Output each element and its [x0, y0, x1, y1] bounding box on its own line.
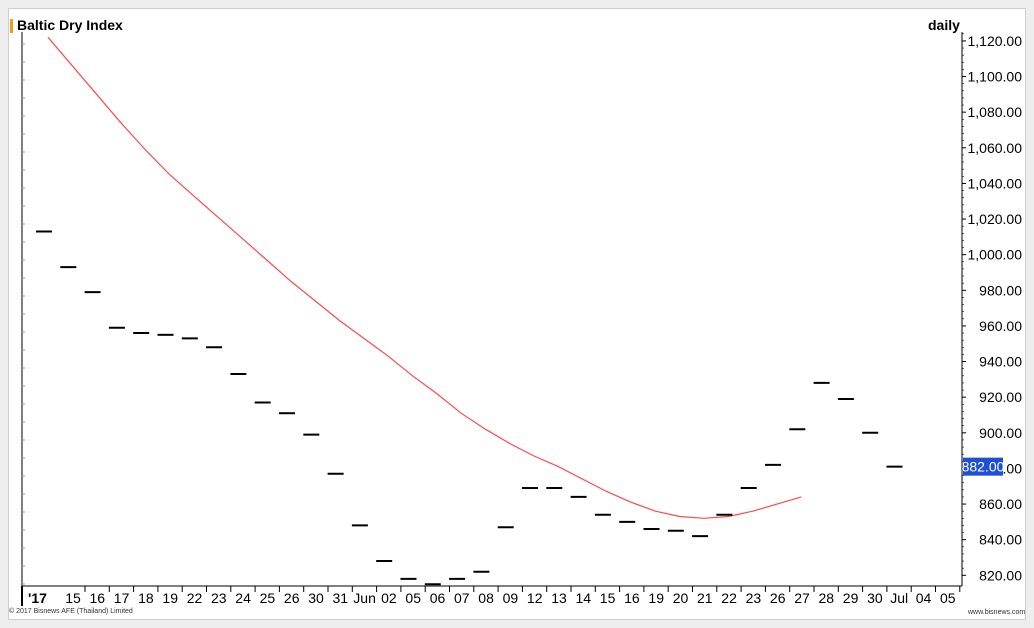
x-tick-label: 06 — [430, 590, 446, 606]
x-tick-label: 05 — [405, 590, 421, 606]
y-tick-label: 1,100.00 — [968, 69, 1023, 85]
x-tick-label: 07 — [454, 590, 470, 606]
plot-area — [21, 32, 963, 587]
x-tick-label: 13 — [551, 590, 567, 606]
y-tick-label: 1,000.00 — [968, 247, 1023, 263]
y-tick-label: 1,080.00 — [968, 104, 1023, 120]
x-tick-label: 28 — [819, 590, 835, 606]
x-tick-label: 30 — [867, 590, 883, 606]
x-tick-label: 31 — [333, 590, 349, 606]
x-tick-label: 27 — [794, 590, 810, 606]
x-tick-label: 04 — [916, 590, 932, 606]
x-tick-label: 15 — [600, 590, 616, 606]
y-tick-label: 920.00 — [979, 389, 1022, 405]
x-tick-label: 21 — [697, 590, 713, 606]
x-tick-label: 20 — [673, 590, 689, 606]
x-tick-label: 02 — [381, 590, 397, 606]
last-value-layer: 882.00 — [962, 457, 1005, 476]
x-tick-label: '17 — [28, 590, 47, 606]
source-link[interactable]: www.bisnews.com — [968, 609, 1026, 616]
x-tick-label: 08 — [478, 590, 494, 606]
y-tick-label: 960.00 — [979, 318, 1022, 334]
interval-label[interactable]: daily — [928, 17, 960, 33]
chart-title: Baltic Dry Index — [17, 17, 123, 33]
y-tick-label: 1,120.00 — [968, 33, 1023, 49]
y-tick-label: 1,060.00 — [968, 140, 1023, 156]
x-tick-label: 14 — [576, 590, 592, 606]
x-tick-label: 09 — [503, 590, 519, 606]
x-tick-label: 29 — [843, 590, 859, 606]
x-tick-label: 19 — [162, 590, 178, 606]
x-tick-label: 26 — [284, 590, 300, 606]
last-value-box — [963, 457, 1003, 476]
x-tick-label: 15 — [65, 590, 81, 606]
x-tick-label: 16 — [90, 590, 106, 606]
y-tick-label: 860.00 — [979, 496, 1022, 512]
title-accent-marker — [10, 19, 13, 33]
moving-average-layer — [47, 36, 802, 519]
y-axis: 1,120.00 1,100.00 1,080.00 1,060.00 1,040.00… — [962, 33, 1022, 583]
x-tick-label: 30 — [308, 590, 324, 606]
y-tick-label: 980.00 — [979, 282, 1022, 298]
y-tick-label: 840.00 — [979, 532, 1022, 548]
x-tick-label: 23 — [746, 590, 762, 606]
y-tick-label: 820.00 — [979, 567, 1022, 583]
last-value-label: 882.00 — [962, 459, 1005, 475]
x-tick-label: 25 — [260, 590, 276, 606]
x-tick-label: 18 — [138, 590, 154, 606]
x-tick-label: 17 — [114, 590, 130, 606]
copyright-text: © 2017 Bisnews AFE (Thailand) Limited — [9, 608, 133, 615]
y-tick-label: 1,040.00 — [968, 175, 1023, 191]
x-tick-label: 19 — [648, 590, 664, 606]
x-tick-label: 12 — [527, 590, 543, 606]
x-axis: '17 15 16 17 18 19 22 23 24 25 26 30 31 Jun 02 05 06 07 08… — [21, 586, 961, 606]
x-tick-label: 24 — [235, 590, 251, 606]
x-tick-label: 26 — [770, 590, 786, 606]
moving-average-line — [47, 36, 802, 519]
x-tick-label: 22 — [187, 590, 203, 606]
chart-frame — [8, 8, 1026, 620]
price-ticks-layer — [36, 230, 903, 586]
x-tick-label: Jul — [890, 590, 908, 606]
x-tick-label: 23 — [211, 590, 227, 606]
y-tick-label: 1,020.00 — [968, 211, 1023, 227]
x-tick-label: 16 — [624, 590, 640, 606]
x-tick-label: 05 — [940, 590, 956, 606]
y-tick-label: 940.00 — [979, 354, 1022, 370]
x-tick-label: Jun — [353, 590, 376, 606]
x-tick-label: 22 — [721, 590, 737, 606]
y-tick-label: 900.00 — [979, 425, 1022, 441]
